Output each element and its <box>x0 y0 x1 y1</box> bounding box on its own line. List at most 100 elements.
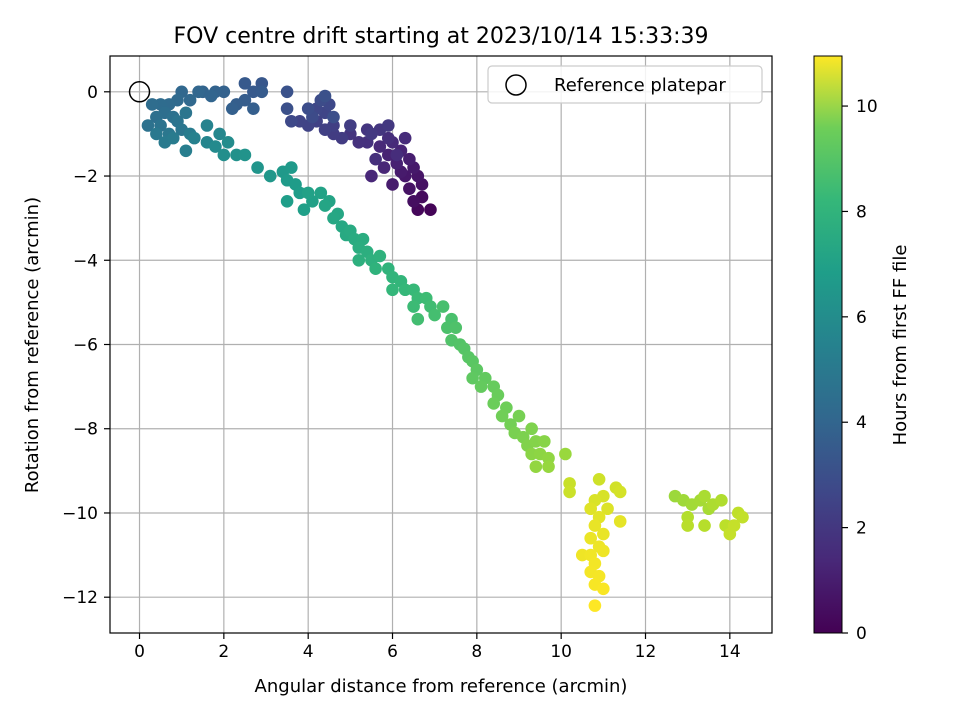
data-point <box>179 144 193 158</box>
data-point <box>141 119 155 132</box>
data-point <box>495 409 509 423</box>
data-point <box>280 102 294 115</box>
data-point <box>597 527 610 541</box>
data-point <box>238 77 252 90</box>
data-point <box>377 161 391 174</box>
data-point <box>563 485 576 499</box>
data-point <box>407 195 420 208</box>
colorbar-tick-label: 10 <box>856 97 878 117</box>
colorbar-ticks: 0 2 4 6 8 10 <box>842 97 878 644</box>
colorbar-tick-label: 8 <box>856 202 867 222</box>
data-point <box>398 131 412 145</box>
data-point <box>542 460 555 473</box>
x-tick-label: 6 <box>387 642 398 662</box>
data-point <box>681 519 694 532</box>
data-point <box>512 409 526 423</box>
data-point <box>588 599 602 612</box>
data-point <box>327 110 340 124</box>
data-point <box>381 119 395 132</box>
data-point <box>285 114 298 128</box>
data-point <box>373 249 387 263</box>
y-tick-label: −8 <box>73 420 98 440</box>
data-point <box>179 106 193 120</box>
data-point <box>597 582 610 596</box>
data-point <box>217 148 231 162</box>
data-point <box>352 136 366 149</box>
data-point <box>251 161 264 174</box>
data-point <box>715 494 728 507</box>
data-point <box>301 102 315 115</box>
data-point <box>225 102 239 115</box>
data-point <box>247 102 260 115</box>
data-point <box>145 98 159 111</box>
y-tick-label: −10 <box>62 504 98 524</box>
data-point <box>403 152 416 166</box>
data-point <box>529 460 543 473</box>
legend-box <box>487 65 763 104</box>
data-point <box>487 397 501 410</box>
data-point <box>428 308 441 322</box>
data-point <box>255 85 269 99</box>
colorbar-tick-label: 4 <box>856 413 867 433</box>
data-point <box>365 127 378 141</box>
data-point <box>318 123 332 137</box>
data-point <box>369 262 382 275</box>
x-tick-label: 0 <box>134 642 145 662</box>
y-axis-ticks: 0 −2 −4 −6 −8 −10 −12 <box>62 83 110 608</box>
legend-entry-reference-platepar: Reference platepar <box>554 75 726 96</box>
x-tick-label: 4 <box>303 642 314 662</box>
data-point <box>411 312 425 326</box>
data-point <box>424 203 437 217</box>
data-point <box>373 140 387 153</box>
data-point <box>192 85 205 99</box>
data-point <box>386 178 399 191</box>
data-point <box>327 211 340 225</box>
data-point <box>280 195 294 208</box>
data-point <box>280 85 294 99</box>
colorbar <box>813 55 843 634</box>
data-point <box>559 447 572 461</box>
data-point <box>407 300 420 313</box>
x-tick-label: 2 <box>218 642 229 662</box>
data-point <box>221 136 235 149</box>
data-point <box>584 531 597 545</box>
data-point <box>613 515 627 528</box>
colorbar-tick-label: 6 <box>856 308 867 328</box>
data-point <box>381 131 395 145</box>
data-point <box>597 544 610 558</box>
data-point <box>301 186 315 200</box>
legend-marker-icon <box>505 74 527 96</box>
data-point <box>188 131 201 145</box>
data-point <box>588 519 602 532</box>
data-point <box>365 169 378 183</box>
x-tick-label: 12 <box>635 642 657 662</box>
data-point <box>183 93 197 107</box>
data-point <box>150 127 163 141</box>
data-point <box>386 283 399 297</box>
data-point <box>403 182 416 195</box>
data-point <box>204 89 218 103</box>
x-axis-label: Angular distance from reference (arcmin) <box>255 676 628 697</box>
data-point <box>369 152 382 166</box>
data-point <box>344 119 357 132</box>
data-point <box>584 502 597 516</box>
x-tick-label: 14 <box>719 642 741 662</box>
y-tick-label: −4 <box>73 251 98 271</box>
data-point <box>698 519 711 532</box>
data-point <box>318 199 332 212</box>
y-axis-label: Rotation from reference (arcmin) <box>22 197 43 493</box>
data-point <box>213 127 226 141</box>
y-tick-label: −2 <box>73 167 98 187</box>
data-point <box>352 253 366 267</box>
legend: Reference platepar <box>487 65 763 104</box>
data-point <box>285 161 298 174</box>
data-point <box>166 131 180 145</box>
data-point <box>736 510 749 524</box>
y-tick-label: 0 <box>87 83 98 103</box>
x-tick-label: 8 <box>471 642 482 662</box>
data-point <box>314 186 328 200</box>
x-tick-label: 10 <box>550 642 572 662</box>
data-point <box>525 422 538 436</box>
colorbar-tick-label: 0 <box>856 624 867 644</box>
